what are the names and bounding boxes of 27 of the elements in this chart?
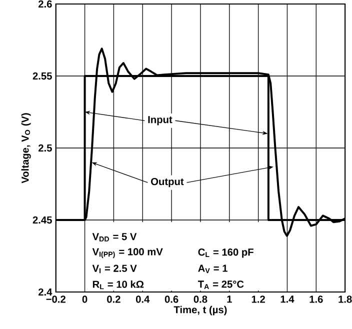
y-tick-label: 2.4 [38,288,52,296]
annotation: V$_{I}$ = 2.5 V [92,264,137,274]
x-tick-label: 0.6 [164,296,178,303]
x-axis-title: Time, t (µs) [174,306,227,316]
annotation: V$_{DD}$ = 5 V [92,233,137,242]
x-tick-label: 0.8 [194,296,208,303]
x-tick-label: 1 [227,296,232,303]
x-tick-label: 0 [82,296,88,303]
y-tick-label: 2.6 [38,0,52,8]
x-tick-label: 1.2 [252,296,265,303]
annotation: Output [151,178,184,188]
x-tick-label: 1.6 [310,296,323,303]
annotation: R$_{L}$ = 10 kΩ [92,280,144,290]
annotation: V$_{I(PP)}$ = 100 mV [92,248,163,258]
y-tick-label: 2.5 [38,144,52,152]
x-tick-label: 0.4 [136,296,150,303]
x-tick-label: −0.2 [46,296,66,303]
y-axis-title: Voltage, V$_{O}$ (V) [21,113,31,184]
annotation: Input [148,116,172,126]
annotation: A$_{V}$ = 1 [198,264,228,274]
x-tick-label: 1.8 [338,296,352,303]
annotation: C$_{L}$ = 160 pF [198,248,254,258]
annotation: T$_{A}$ = 25°C [198,280,244,290]
y-tick-label: 2.55 [32,72,52,80]
x-tick-label: 0.2 [107,296,120,303]
x-tick-label: 1.4 [280,296,294,303]
y-tick-label: 2.45 [32,216,52,224]
